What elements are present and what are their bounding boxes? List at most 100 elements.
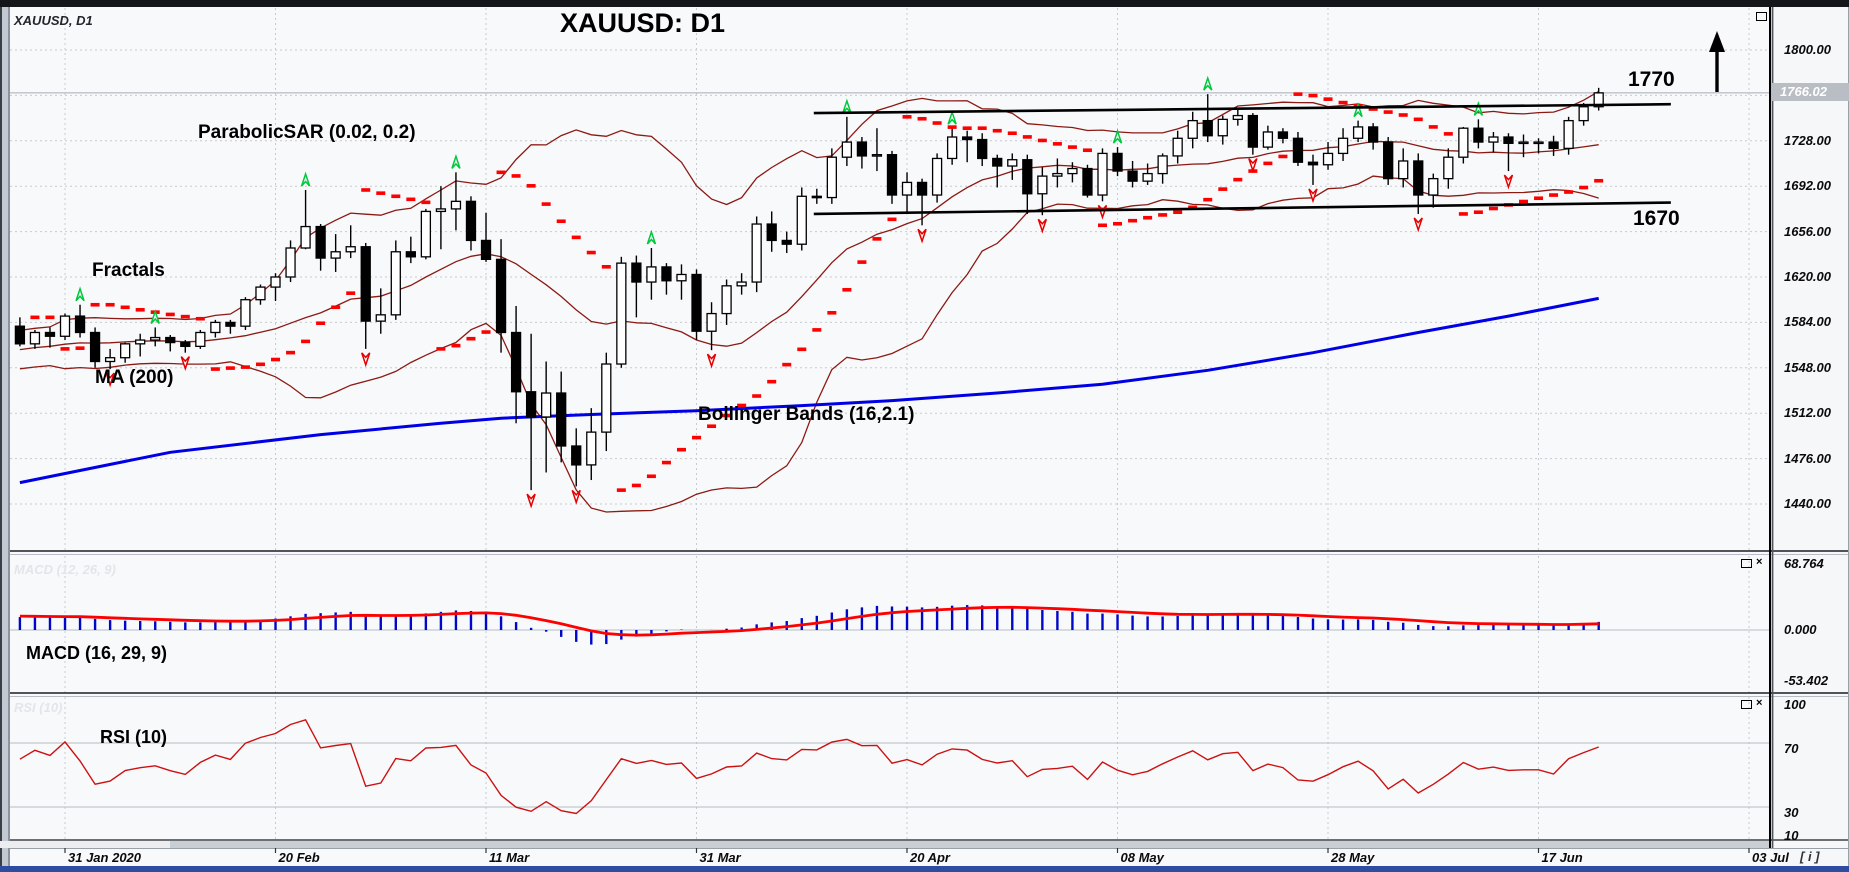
main-chart-minimize-icon[interactable] <box>1756 12 1767 21</box>
psar-dot <box>1188 205 1198 210</box>
candle-body <box>962 136 973 141</box>
psar-dot <box>60 347 70 351</box>
candle-body <box>1337 137 1349 155</box>
psar-dot <box>331 305 341 310</box>
psar-dot <box>1158 213 1168 217</box>
psar-dot <box>1473 210 1483 215</box>
candle-body <box>1458 127 1469 158</box>
psar-dot <box>571 235 581 240</box>
candle-body <box>1443 156 1454 180</box>
psar-dot <box>556 219 566 224</box>
candle-body <box>390 251 401 316</box>
psar-dot <box>1488 206 1498 211</box>
psar-dot <box>797 347 807 352</box>
psar-dot <box>1143 215 1153 220</box>
rsi-minimize-icon[interactable] <box>1741 700 1752 709</box>
macd-minimize-icon[interactable] <box>1741 559 1752 568</box>
fractal-up-icon <box>75 286 85 302</box>
candle-body <box>1127 170 1138 182</box>
fractal-up-icon <box>300 171 311 187</box>
psar-dot <box>586 250 596 255</box>
psar-dot <box>90 302 100 307</box>
psar-dot <box>1052 142 1062 146</box>
candle-body <box>435 208 447 213</box>
psar-dot <box>541 202 551 206</box>
fractal-down-icon <box>917 228 927 244</box>
psar-dot <box>601 265 611 269</box>
psar-dot <box>812 328 822 332</box>
panel-separators <box>0 550 1849 849</box>
resistance-trendline <box>813 102 1671 115</box>
psar-dot <box>165 312 175 317</box>
candle-body <box>601 363 612 433</box>
candle-body <box>1052 172 1063 177</box>
psar-dot <box>631 483 641 488</box>
candle-body <box>946 136 958 160</box>
candle-body <box>104 357 116 363</box>
fractal-down-icon <box>526 493 536 509</box>
candle-body <box>1112 152 1123 172</box>
psar-dot <box>707 424 717 429</box>
rsi-panel[interactable] <box>10 697 1769 840</box>
vertical-gridlines <box>64 8 1750 840</box>
psar-dot <box>692 435 702 440</box>
psar-dot <box>992 128 1002 133</box>
psar-dot <box>240 365 250 369</box>
candle-body <box>135 339 146 345</box>
candle-body <box>210 321 221 334</box>
candle-body <box>1518 141 1529 145</box>
candle-body <box>270 276 281 288</box>
window-left-bevel <box>2 7 8 872</box>
candle-body <box>165 336 176 344</box>
psar-dot <box>646 474 656 479</box>
psar-dot <box>1082 148 1092 153</box>
main-panel[interactable] <box>10 8 1769 551</box>
candle-body <box>1082 167 1093 196</box>
candle-body <box>525 391 537 418</box>
candle-body <box>646 266 657 283</box>
macd-close-icon[interactable]: × <box>1756 556 1763 568</box>
psar-dot <box>496 170 506 175</box>
fractal-down-icon <box>571 489 581 505</box>
horizontal-scrollbar[interactable] <box>0 841 1769 848</box>
fractal-up-icon <box>1473 100 1484 116</box>
fractal-up-icon <box>451 153 461 169</box>
candle-body <box>1022 159 1033 195</box>
candle-body <box>586 431 597 466</box>
candle-body <box>285 247 296 278</box>
window-bottom-edge <box>0 866 1849 872</box>
candle-body <box>1262 131 1274 148</box>
window-top-edge <box>0 0 1849 7</box>
candle-body <box>1067 167 1078 175</box>
fractal-down-icon <box>1308 188 1318 204</box>
candles <box>14 87 1604 491</box>
psar-dot <box>1323 97 1333 101</box>
candle-body <box>1142 172 1153 182</box>
rsi-close-icon[interactable]: × <box>1756 697 1763 709</box>
psar-dot <box>1428 125 1438 129</box>
fractal-down-icon <box>706 353 717 369</box>
psar-dot <box>1218 187 1228 191</box>
psar-dot <box>210 367 220 371</box>
psar-dot <box>616 488 626 492</box>
psar-dot <box>75 346 85 350</box>
ma200-line <box>19 296 1599 485</box>
psar-dot <box>225 366 235 370</box>
psar-dot <box>271 357 281 362</box>
main-plot <box>14 75 1671 513</box>
psar-dot <box>301 339 311 344</box>
psar-dot <box>1368 107 1378 111</box>
date-ticks <box>64 848 1750 853</box>
psar-dot <box>782 362 792 367</box>
psar-dot <box>1398 113 1408 117</box>
candle-body <box>1533 141 1544 145</box>
candle-body <box>1277 131 1289 139</box>
scrollbar-thumb[interactable] <box>170 841 1769 848</box>
psar-dot <box>1278 154 1288 159</box>
psar-dot <box>180 314 190 319</box>
psar-dot <box>195 316 205 321</box>
candle-body <box>1367 126 1379 143</box>
psar-dot <box>361 188 371 192</box>
psar-dot <box>1458 212 1468 216</box>
